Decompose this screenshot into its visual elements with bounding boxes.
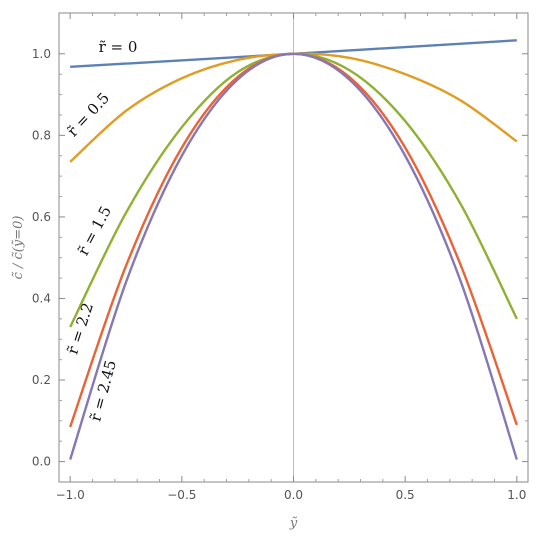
x-tick-label: 0.5: [396, 488, 415, 502]
y-tick-label: 0.4: [32, 291, 51, 305]
y-tick-label: 0.0: [32, 455, 51, 469]
x-axis-label: ỹ: [289, 516, 298, 531]
y-tick-label: 0.8: [32, 128, 51, 142]
x-tick-label: −0.5: [167, 488, 196, 502]
y-tick-label: 0.2: [32, 373, 51, 387]
y-tick-label: 1.0: [32, 47, 51, 61]
y-axis-label: c̃ / c̃(ỹ=0): [11, 216, 26, 280]
x-tick-label: 1.0: [507, 488, 526, 502]
x-tick-label: 0.0: [284, 488, 303, 502]
x-tick-label: −1.0: [56, 488, 85, 502]
y-tick-label: 0.6: [32, 210, 51, 224]
curve-label-r-0: r̃ = 0: [99, 38, 138, 56]
series-line-r-2-45: [69, 52, 518, 460]
